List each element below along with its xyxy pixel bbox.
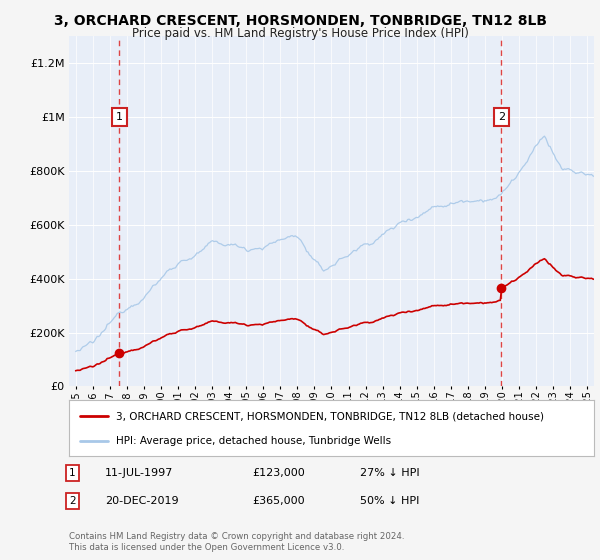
Text: 2: 2 <box>69 496 76 506</box>
Text: £123,000: £123,000 <box>252 468 305 478</box>
Text: HPI: Average price, detached house, Tunbridge Wells: HPI: Average price, detached house, Tunb… <box>116 436 391 446</box>
Text: Contains HM Land Registry data © Crown copyright and database right 2024.: Contains HM Land Registry data © Crown c… <box>69 532 404 541</box>
Text: 1: 1 <box>69 468 76 478</box>
Text: This data is licensed under the Open Government Licence v3.0.: This data is licensed under the Open Gov… <box>69 543 344 552</box>
Text: 11-JUL-1997: 11-JUL-1997 <box>105 468 173 478</box>
Text: Price paid vs. HM Land Registry's House Price Index (HPI): Price paid vs. HM Land Registry's House … <box>131 27 469 40</box>
Text: 20-DEC-2019: 20-DEC-2019 <box>105 496 179 506</box>
Text: 3, ORCHARD CRESCENT, HORSMONDEN, TONBRIDGE, TN12 8LB (detached house): 3, ORCHARD CRESCENT, HORSMONDEN, TONBRID… <box>116 411 544 421</box>
Text: 27% ↓ HPI: 27% ↓ HPI <box>360 468 419 478</box>
Text: £365,000: £365,000 <box>252 496 305 506</box>
Text: 2: 2 <box>498 112 505 122</box>
Text: 1: 1 <box>116 112 122 122</box>
Text: 50% ↓ HPI: 50% ↓ HPI <box>360 496 419 506</box>
Text: 3, ORCHARD CRESCENT, HORSMONDEN, TONBRIDGE, TN12 8LB: 3, ORCHARD CRESCENT, HORSMONDEN, TONBRID… <box>53 14 547 28</box>
